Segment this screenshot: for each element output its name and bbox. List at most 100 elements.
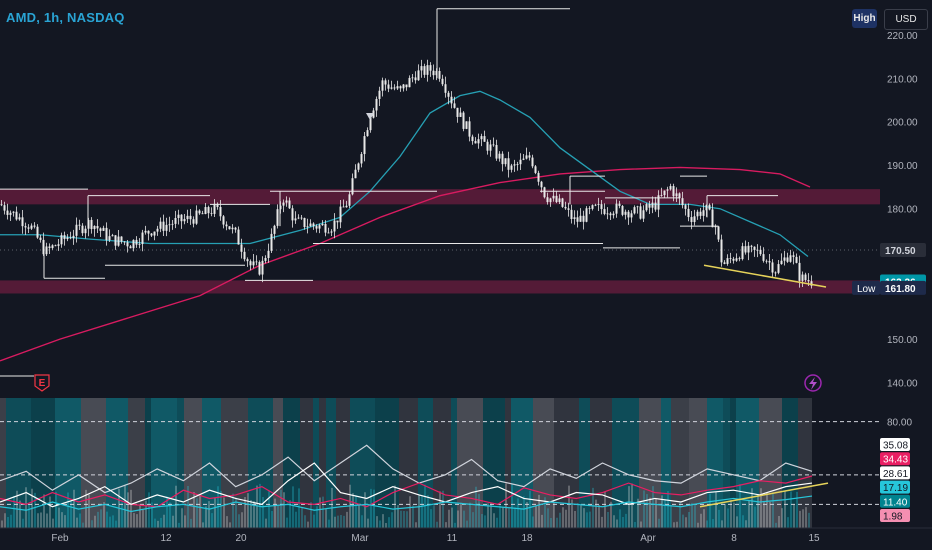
candles <box>0 59 813 289</box>
candle-body <box>342 206 345 208</box>
candle-body <box>105 227 108 241</box>
candle-body <box>102 227 105 231</box>
symbol-title[interactable]: AMD, 1h, NASDAQ <box>6 10 125 25</box>
oscillator-band <box>730 398 736 528</box>
time-axis-label: 18 <box>521 533 533 544</box>
candle-body <box>9 212 12 215</box>
oscillator-series-line <box>0 475 813 508</box>
oscillator-band <box>336 398 350 528</box>
candle-body <box>681 198 684 206</box>
candle-body <box>456 107 459 117</box>
support-resistance-zone <box>0 280 880 294</box>
candle-body <box>84 228 87 234</box>
oscillator-band <box>579 398 590 528</box>
oscillator-band <box>184 398 202 528</box>
candle-body <box>750 245 753 247</box>
candle-body <box>807 280 810 282</box>
candle-body <box>450 96 453 104</box>
candle-body <box>171 223 174 225</box>
price-badge-bg <box>880 243 926 257</box>
candle-body <box>69 237 72 239</box>
candle-body <box>438 70 441 79</box>
candle-body <box>429 65 432 71</box>
price-tick-label: 210.00 <box>887 74 918 85</box>
candle-body <box>684 205 687 209</box>
oscillator-badge-bg <box>880 480 910 494</box>
candle-body <box>0 204 3 206</box>
candle-body <box>141 232 144 245</box>
candle-body <box>27 227 30 229</box>
candle-body <box>444 84 447 93</box>
candle-body <box>702 210 705 216</box>
candle-body <box>51 245 54 249</box>
candle-body <box>636 206 639 208</box>
candle-body <box>180 214 183 222</box>
candle-body <box>672 186 675 197</box>
candle-body <box>216 203 219 207</box>
candle-body <box>72 235 75 239</box>
candle-body <box>228 226 231 230</box>
candle-body <box>558 198 561 203</box>
candle-body <box>540 181 543 188</box>
candle-body <box>768 261 771 263</box>
candle-body <box>357 163 360 170</box>
candle-body <box>282 202 285 206</box>
candle-body <box>777 264 780 273</box>
candle-body <box>417 70 420 81</box>
candle-body <box>723 262 726 264</box>
candle-body <box>666 189 669 191</box>
oscillator-band <box>326 398 336 528</box>
candle-body <box>225 224 228 227</box>
earnings-marker-icon <box>34 374 50 392</box>
signal-marker-icon <box>366 113 374 120</box>
candle-body <box>474 141 477 144</box>
oscillator-band <box>128 398 145 528</box>
candle-body <box>747 245 750 253</box>
high-button[interactable]: High <box>852 9 877 28</box>
candle-body <box>162 221 165 231</box>
candle-body <box>294 218 297 221</box>
candle-body <box>240 244 243 252</box>
candle-body <box>57 244 60 246</box>
candle-body <box>126 242 129 247</box>
candle-body <box>726 258 729 264</box>
candle-body <box>156 228 159 232</box>
candle-body <box>147 230 150 234</box>
candle-body <box>606 213 609 215</box>
candle-body <box>285 200 288 203</box>
currency-button[interactable]: USD <box>884 9 928 30</box>
candle-body <box>381 80 384 91</box>
candle-body <box>762 254 765 261</box>
candle-body <box>300 217 303 219</box>
candle-body <box>642 210 645 219</box>
oscillator-band <box>151 398 177 528</box>
candle-body <box>12 211 15 213</box>
candle-body <box>801 274 804 281</box>
candle-body <box>183 219 186 222</box>
candle-body <box>348 194 351 206</box>
oscillator-band <box>319 398 326 528</box>
candle-body <box>81 225 84 234</box>
candle-body <box>375 98 378 111</box>
candle-body <box>618 203 621 206</box>
candle-body <box>78 224 81 226</box>
candle-body <box>168 224 171 226</box>
oscillator-band <box>590 398 612 528</box>
candle-body <box>516 164 519 165</box>
candle-body <box>765 260 768 262</box>
candle-body <box>714 226 717 228</box>
price-badge: 161.80 <box>885 284 916 295</box>
candle-body <box>201 213 204 215</box>
candle-body <box>708 204 711 210</box>
candle-body <box>306 226 309 228</box>
candle-body <box>786 257 789 262</box>
candle-body <box>264 257 267 261</box>
candle-body <box>651 202 654 208</box>
oscillator-band <box>300 398 313 528</box>
candle-body <box>99 228 102 231</box>
candle-body <box>576 217 579 222</box>
candle-body <box>546 197 549 203</box>
oscillator-badge: 35.08 <box>883 441 908 452</box>
